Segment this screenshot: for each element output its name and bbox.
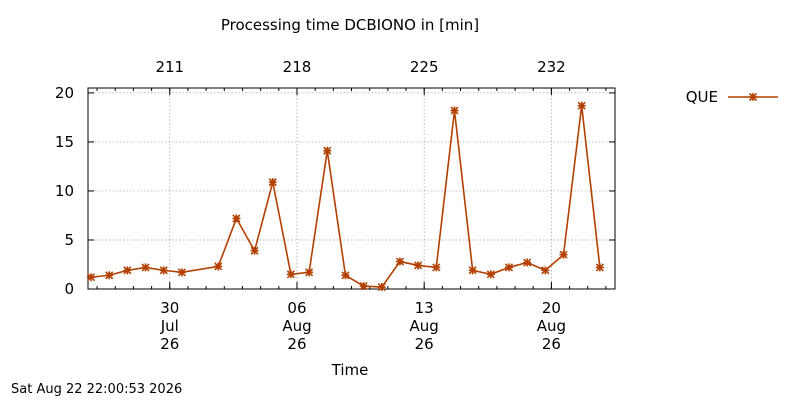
grid xyxy=(88,88,615,289)
data-point xyxy=(123,266,132,275)
x-tick-label: 30 Jul 26 xyxy=(160,299,180,353)
data-point xyxy=(577,101,586,110)
axes: 0 5 10 15 20 30 Jul 26 06 Aug 26 13 Aug 26 20 Aug 26 211 2… xyxy=(55,58,616,353)
data-point xyxy=(414,261,423,270)
data-point xyxy=(323,146,332,155)
data-point xyxy=(250,246,259,255)
top-tick-label: 232 xyxy=(537,58,566,76)
top-tick-label: 211 xyxy=(155,58,184,76)
data-point xyxy=(395,257,405,266)
data-point xyxy=(541,266,550,275)
x-axis-label: Time xyxy=(331,361,369,379)
chart-title: Processing time DCBIONO in [min] xyxy=(221,16,479,34)
plot-border xyxy=(87,87,616,290)
data-point xyxy=(523,258,532,267)
y-tick-label: 10 xyxy=(55,182,74,200)
data-point xyxy=(504,263,514,272)
legend-marker xyxy=(748,92,758,102)
timestamp-footer: Sat Aug 22 22:00:53 2026 xyxy=(11,382,183,397)
data-point xyxy=(86,273,96,282)
data-point xyxy=(105,271,114,280)
data-point xyxy=(450,106,459,115)
data-point xyxy=(141,263,150,272)
y-tick-label: 20 xyxy=(55,84,74,102)
data-point xyxy=(377,282,386,292)
data-point xyxy=(177,268,186,277)
series-line-que xyxy=(90,105,601,288)
data-point xyxy=(305,268,314,277)
data-point xyxy=(268,178,277,187)
series-layer xyxy=(86,101,604,292)
legend: QUE xyxy=(686,88,778,106)
data-point xyxy=(486,270,495,279)
data-point xyxy=(595,263,604,272)
x-tick-label: 06 Aug 26 xyxy=(282,299,311,353)
data-point xyxy=(432,263,441,272)
top-tick-label: 225 xyxy=(410,58,439,76)
data-point xyxy=(214,262,223,271)
legend-label: QUE xyxy=(686,88,718,106)
y-tick-label: 5 xyxy=(64,231,74,249)
x-tick-label: 20 Aug 26 xyxy=(537,299,566,353)
data-point xyxy=(159,266,168,275)
top-tick-label: 218 xyxy=(283,58,312,76)
data-point xyxy=(232,214,241,223)
x-tick-label: 13 Aug 26 xyxy=(410,299,439,353)
y-tick-label: 15 xyxy=(55,133,74,151)
data-point xyxy=(341,271,350,280)
y-tick-label: 0 xyxy=(64,280,74,298)
data-point xyxy=(286,270,295,279)
data-point xyxy=(559,250,568,259)
data-point xyxy=(359,281,368,291)
data-point xyxy=(468,266,477,275)
